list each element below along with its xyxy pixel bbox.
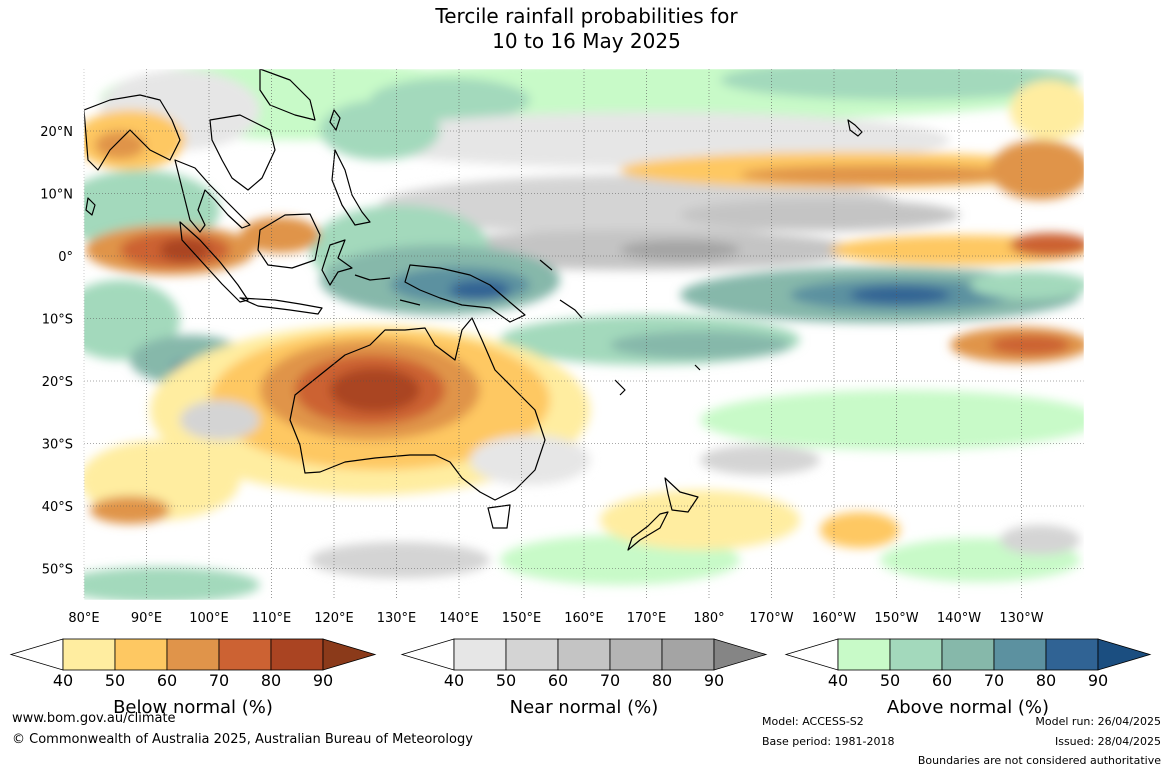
colorbar-segment	[62, 638, 116, 671]
colorbar-segment	[453, 638, 507, 671]
lon-tick-label: 140°E	[439, 611, 479, 626]
lon-tick-label: 170°W	[749, 611, 793, 626]
colorbar-tick-label: 70	[209, 671, 229, 690]
map-title: Tercile rainfall probabilities for 10 to…	[0, 4, 1173, 54]
lon-tick-label: 140°W	[937, 611, 981, 626]
colorbar-tick-label: 60	[157, 671, 177, 690]
lon-tick-label: 180°	[693, 611, 724, 626]
colorbar-tick-label: 80	[261, 671, 281, 690]
lat-tick-label: 0°	[58, 250, 73, 265]
colorbar-tick-label: 60	[932, 671, 952, 690]
lon-tick-label: 150°W	[874, 611, 918, 626]
copyright-text: © Commonwealth of Australia 2025, Austra…	[12, 732, 473, 747]
colorbar-segment	[661, 638, 715, 671]
lon-tick-label: 150°E	[502, 611, 542, 626]
colorbar-tick-label: 90	[1088, 671, 1108, 690]
lat-tick-label: 20°S	[42, 375, 73, 390]
colorbar-tick-label: 40	[444, 671, 464, 690]
colorbar-segment	[270, 638, 324, 671]
colorbar-high-extension	[1097, 638, 1152, 671]
lon-tick-label: 170°E	[627, 611, 667, 626]
model-run-text: Model run: 26/04/2025	[1035, 715, 1161, 728]
lat-tick-label: 10°N	[40, 188, 73, 203]
colorbar-label: Above normal (%)	[887, 697, 1049, 718]
lon-tick-label: 130°E	[377, 611, 417, 626]
colorbar-near: 40 50 60 70 80 90 Near normal (%)	[400, 638, 768, 718]
colorbar-segment	[218, 638, 272, 671]
colorbar-above: 40 50 60 70 80 90 Above normal (%)	[784, 638, 1152, 718]
lon-tick-label: 160°E	[564, 611, 604, 626]
colorbar-tick-label: 80	[1036, 671, 1056, 690]
colorbar-tick-label: 50	[105, 671, 125, 690]
colorbar-segment	[837, 638, 891, 671]
issued-text: Issued: 28/04/2025	[1054, 735, 1161, 748]
lon-tick-label: 100°E	[189, 611, 229, 626]
colorbar-high-extension	[713, 638, 768, 671]
colorbar-segment	[1045, 638, 1099, 671]
coastlines	[84, 69, 863, 551]
colorbar-tick-label: 80	[652, 671, 672, 690]
colorbar-high-extension	[322, 638, 377, 671]
lon-tick-label: 80°E	[68, 611, 99, 626]
colorbar-segment	[114, 638, 168, 671]
lon-tick-labels: 80°E 90°E 100°E 110°E 120°E 130°E 140°E 150°E 16…	[68, 611, 1043, 626]
lat-tick-label: 10°S	[42, 313, 73, 328]
colorbar-segment	[889, 638, 943, 671]
colorbar-low-extension	[784, 638, 839, 671]
lon-tick-label: 110°E	[252, 611, 292, 626]
colorbar-tick-label: 90	[313, 671, 333, 690]
probability-field	[84, 69, 1084, 600]
colorbar-tick-label: 50	[496, 671, 516, 690]
colorbar-below: 40 50 60 70 80 90 Below normal (%)	[9, 638, 377, 718]
title-line-1: Tercile rainfall probabilities for	[435, 4, 738, 28]
colorbar-tick-label: 40	[53, 671, 73, 690]
lat-tick-label: 50°S	[42, 563, 73, 578]
colorbar-segment	[941, 638, 995, 671]
colorbar-label: Below normal (%)	[113, 697, 273, 718]
lon-tick-label: 90°E	[131, 611, 162, 626]
colorbar-segment	[166, 638, 220, 671]
colorbar-segment	[557, 638, 611, 671]
colorbar-tick-label: 50	[880, 671, 900, 690]
lon-tick-label: 160°W	[812, 611, 856, 626]
colorbar-tick-label: 90	[704, 671, 724, 690]
base-period-text: Base period: 1981-2018	[762, 735, 895, 748]
lat-tick-label: 40°S	[42, 500, 73, 515]
lat-tick-labels: 20°N 10°N 0° 10°S 20°S 30°S 40°S 50°S	[40, 125, 73, 578]
disclaimer-text: Boundaries are not considered authoritat…	[917, 754, 1161, 767]
model-text: Model: ACCESS-S2	[762, 715, 864, 728]
colorbar-low-extension	[400, 638, 455, 671]
map-panel: 20°N 10°N 0° 10°S 20°S 30°S 40°S 50°S 80°E 90°E 1…	[40, 68, 1085, 626]
lon-tick-label: 120°E	[314, 611, 354, 626]
lat-tick-label: 30°S	[42, 438, 73, 453]
colorbar-tick-label: 70	[600, 671, 620, 690]
colorbars: 40 50 60 70 80 90 Below normal (%) 40 50 60 70 80 90…	[9, 638, 1152, 718]
colorbar-tick-label: 70	[984, 671, 1004, 690]
colorbar-low-extension	[9, 638, 64, 671]
colorbar-segment	[993, 638, 1047, 671]
colorbar-tick-label: 40	[828, 671, 848, 690]
title-line-2: 10 to 16 May 2025	[492, 29, 681, 53]
website-text: www.bom.gov.au/climate	[12, 711, 176, 726]
lon-tick-label: 130°W	[999, 611, 1043, 626]
lat-tick-label: 20°N	[40, 125, 73, 140]
colorbar-label: Near normal (%)	[510, 697, 659, 718]
colorbar-tick-label: 60	[548, 671, 568, 690]
colorbar-segment	[609, 638, 663, 671]
colorbar-segment	[505, 638, 559, 671]
